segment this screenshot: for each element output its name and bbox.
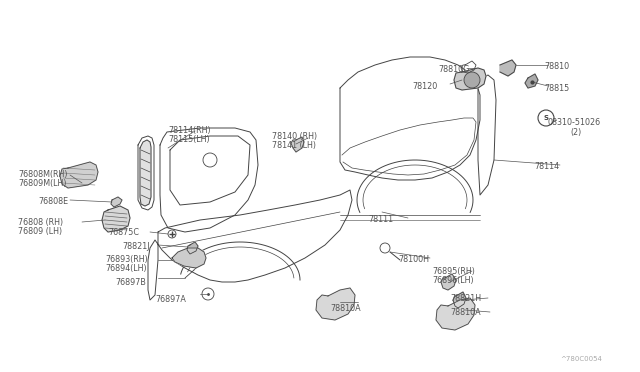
Text: 78810A: 78810A xyxy=(330,304,360,313)
Text: 76809M(LH): 76809M(LH) xyxy=(18,179,67,188)
Text: 76808M(RH): 76808M(RH) xyxy=(18,170,67,179)
Text: 76897A: 76897A xyxy=(155,295,186,304)
Polygon shape xyxy=(172,248,206,268)
Polygon shape xyxy=(454,68,486,90)
Text: 76808 (RH): 76808 (RH) xyxy=(18,218,63,227)
Text: S: S xyxy=(543,115,548,121)
Polygon shape xyxy=(291,137,304,152)
Text: 78114(RH): 78114(RH) xyxy=(168,126,211,135)
Text: 08310-51026: 08310-51026 xyxy=(548,118,601,127)
Polygon shape xyxy=(316,288,355,320)
Text: 78140 (RH): 78140 (RH) xyxy=(272,132,317,141)
Polygon shape xyxy=(500,60,516,76)
Text: 76894(LH): 76894(LH) xyxy=(105,264,147,273)
Text: 76875C: 76875C xyxy=(108,228,139,237)
Text: 78821H: 78821H xyxy=(450,294,481,303)
Text: 78810G: 78810G xyxy=(438,65,469,74)
Text: 76809 (LH): 76809 (LH) xyxy=(18,227,62,236)
Polygon shape xyxy=(111,197,122,207)
Polygon shape xyxy=(187,242,198,254)
Text: 78810A: 78810A xyxy=(450,308,481,317)
Circle shape xyxy=(464,72,480,88)
Text: 78141 (LH): 78141 (LH) xyxy=(272,141,316,150)
Polygon shape xyxy=(453,292,466,308)
Polygon shape xyxy=(60,162,98,188)
Text: 76896(LH): 76896(LH) xyxy=(432,276,474,285)
Text: 78115(LH): 78115(LH) xyxy=(168,135,210,144)
Text: 76895(RH): 76895(RH) xyxy=(432,267,475,276)
Text: 76897B: 76897B xyxy=(115,278,146,287)
Polygon shape xyxy=(441,274,456,290)
Text: 78815: 78815 xyxy=(544,84,569,93)
Polygon shape xyxy=(102,206,130,232)
Text: 76893(RH): 76893(RH) xyxy=(105,255,148,264)
Text: (2): (2) xyxy=(570,128,581,137)
Text: 78111: 78111 xyxy=(368,215,393,224)
Polygon shape xyxy=(140,140,151,206)
Polygon shape xyxy=(436,298,475,330)
Text: 78114: 78114 xyxy=(534,162,559,171)
Text: 76808E: 76808E xyxy=(38,197,68,206)
Text: 78810: 78810 xyxy=(544,62,569,71)
Text: 78100H: 78100H xyxy=(398,255,429,264)
Text: ^780C0054: ^780C0054 xyxy=(560,356,602,362)
Text: 78120: 78120 xyxy=(412,82,437,91)
Polygon shape xyxy=(525,74,538,88)
Text: 78821J: 78821J xyxy=(122,242,150,251)
